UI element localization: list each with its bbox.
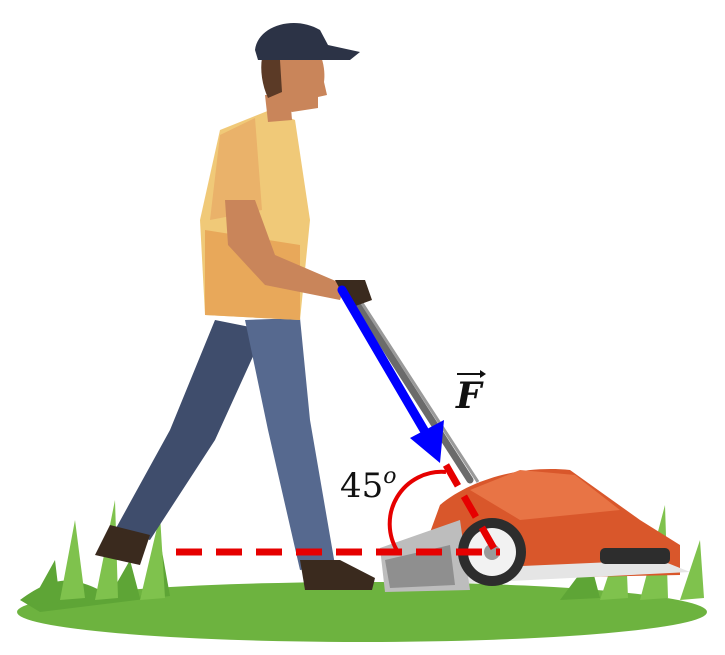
force-label: F bbox=[456, 370, 486, 417]
force-arrow bbox=[337, 285, 444, 463]
vector-arrow-icon bbox=[457, 370, 486, 378]
reference-lines bbox=[176, 463, 500, 556]
angle-unit: o bbox=[383, 464, 397, 489]
force-symbol: F bbox=[456, 375, 482, 417]
angle-arc bbox=[387, 469, 447, 554]
person bbox=[95, 22, 375, 590]
lawn-mower bbox=[348, 292, 690, 592]
handle-direction-line bbox=[442, 463, 500, 554]
angle-label: 45o bbox=[340, 464, 397, 506]
angle-value: 45 bbox=[340, 466, 384, 506]
